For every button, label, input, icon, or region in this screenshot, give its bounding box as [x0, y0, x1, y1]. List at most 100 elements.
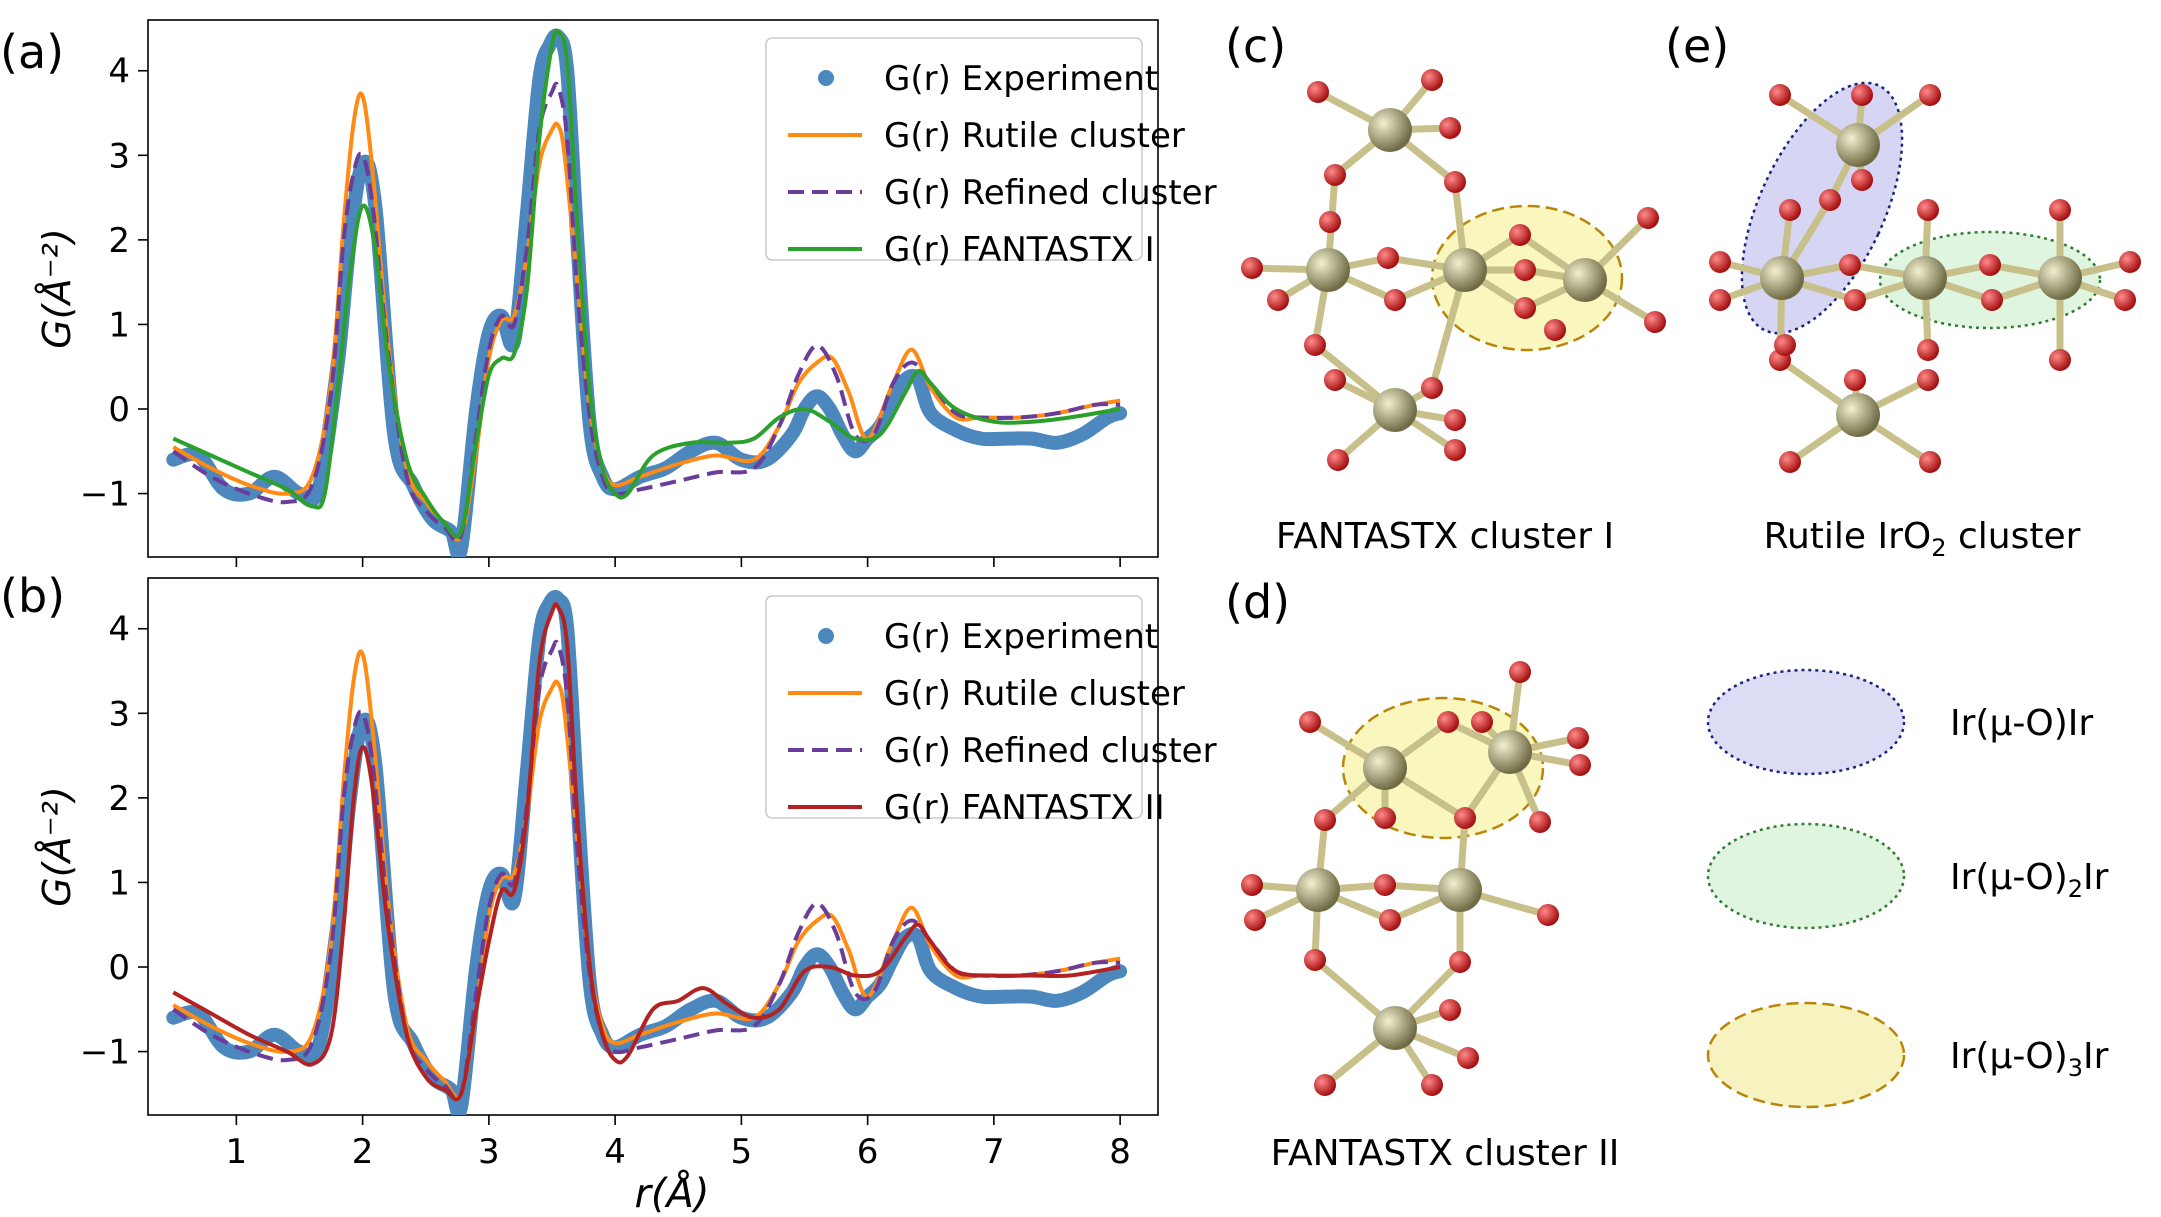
- oxygen-atom: [1514, 259, 1536, 281]
- key-swatch: [1706, 822, 1906, 930]
- oxygen-atom: [1917, 339, 1939, 361]
- legend-label: G(r) Rutile cluster: [884, 674, 1185, 714]
- oxygen-atom: [1437, 711, 1459, 733]
- oxygen-atom: [1421, 69, 1443, 91]
- oxygen-atom: [1444, 409, 1466, 431]
- legend: G(r) Experiment G(r) Rutile cluster G(r) R…: [765, 595, 1217, 828]
- oxygen-atom: [1844, 369, 1866, 391]
- oxygen-atom: [1529, 811, 1551, 833]
- oxygen-atom: [1457, 1047, 1479, 1069]
- y-tick-label: 3: [108, 136, 130, 176]
- oxygen-atom: [1444, 439, 1466, 461]
- oxygen-atom: [1244, 909, 1266, 931]
- panel-label-e: (e): [1665, 19, 1729, 73]
- y-tick-label: 1: [108, 305, 130, 345]
- key-swatch: [1706, 668, 1906, 776]
- oxygen-atom: [1304, 334, 1326, 356]
- series-group: [166, 28, 1128, 557]
- legend-box: [765, 595, 1143, 819]
- oxygen-atom: [1709, 289, 1731, 311]
- x-tick-label: 2: [352, 1132, 374, 1172]
- oxygen-atom: [1769, 84, 1791, 106]
- caption-cluster-ii: FANTASTX cluster II: [1271, 1133, 1620, 1174]
- oxygen-atom: [1299, 711, 1321, 733]
- iridium-atom: [1488, 730, 1532, 774]
- iridium-atom: [1903, 256, 1947, 300]
- bridge-highlight: [1878, 230, 2102, 330]
- oxygen-atom: [1307, 81, 1329, 103]
- iridium-atom: [1363, 746, 1407, 790]
- x-tick-label: 1: [226, 1132, 248, 1172]
- y-tick-label: 0: [108, 390, 130, 430]
- oxygen-atom: [1919, 451, 1941, 473]
- iridium-atom: [1296, 868, 1340, 912]
- oxygen-atom: [1509, 224, 1531, 246]
- key-label: Ir(μ-O)Ir: [1950, 703, 2093, 744]
- oxygen-atom: [1981, 289, 2003, 311]
- legend-label: G(r) Refined cluster: [884, 731, 1217, 771]
- key-label: Ir(μ-O)3Ir: [1950, 1036, 2109, 1082]
- oxygen-atom: [2049, 199, 2071, 221]
- x-tick-label: 5: [731, 1132, 753, 1172]
- key-label-main: Ir(μ-O): [1950, 857, 2068, 898]
- oxygen-atom: [1314, 809, 1336, 831]
- oxygen-atom: [1374, 874, 1396, 896]
- axes-frame: [147, 19, 1159, 558]
- key-label-tail: Ir: [2083, 857, 2109, 898]
- panel-label-a: (a): [0, 25, 64, 79]
- oxygen-atom: [1774, 334, 1796, 356]
- oxygen-atom: [1919, 84, 1941, 106]
- series-group: [166, 590, 1128, 1115]
- key-label-main: Ir(μ-O): [1950, 1036, 2068, 1077]
- legend-label: G(r) Rutile cluster: [884, 116, 1185, 156]
- oxygen-atom: [1439, 117, 1461, 139]
- oxygen-atom: [1379, 909, 1401, 931]
- caption-rutile-main: Rutile IrO: [1764, 516, 1932, 557]
- rutile-cluster-structure: [1709, 81, 2141, 473]
- oxygen-atom: [1567, 727, 1589, 749]
- series-g-r-refined-cluster-line: [172, 81, 1121, 544]
- series-g-r-rutile-cluster-line: [172, 649, 1121, 1100]
- legend-box: [765, 37, 1143, 261]
- series-g-r-fantastx-ii-line: [172, 602, 1121, 1102]
- oxygen-atom: [1421, 1074, 1443, 1096]
- cluster-i-structure: [1241, 69, 1666, 471]
- oxygen-atom: [1384, 289, 1406, 311]
- series-g-r-fantastx-i-line: [172, 28, 1121, 539]
- series-g-r-rutile-cluster-line: [172, 91, 1121, 542]
- caption-rutile-sub: 2: [1931, 534, 1946, 562]
- iridium-atom: [1563, 258, 1607, 302]
- oxygen-atom: [1267, 289, 1289, 311]
- iridium-atom: [1836, 393, 1880, 437]
- x-tick-label: 4: [604, 1132, 626, 1172]
- iridium-atom: [1306, 248, 1350, 292]
- x-tick-label: 8: [1109, 1132, 1131, 1172]
- y-tick-label: −1: [80, 1033, 130, 1073]
- iridium-atom: [1443, 248, 1487, 292]
- oxygen-atom: [1537, 904, 1559, 926]
- x-tick-label: 7: [983, 1132, 1005, 1172]
- iridium-atom: [1373, 1006, 1417, 1050]
- oxygen-atom: [1779, 199, 1801, 221]
- iridium-atom: [1836, 123, 1880, 167]
- oxygen-atom: [1454, 807, 1476, 829]
- y-tick-label: 3: [108, 694, 130, 734]
- y-tick-label: 4: [108, 52, 130, 92]
- key-label: Ir(μ-O)2Ir: [1950, 857, 2109, 903]
- iridium-atom: [1368, 108, 1412, 152]
- panel-label-c: (c): [1225, 19, 1286, 73]
- oxygen-atom: [1421, 377, 1443, 399]
- panel-label-d: (d): [1225, 575, 1290, 629]
- key-swatch: [1706, 1001, 1906, 1109]
- y-tick-label: 2: [108, 779, 130, 819]
- key-label-sub: 3: [2068, 1054, 2083, 1082]
- oxygen-atom: [1917, 369, 1939, 391]
- x-axis-title: r(Å): [634, 1169, 709, 1217]
- x-tick-label: 3: [478, 1132, 500, 1172]
- caption-cluster-i: FANTASTX cluster I: [1276, 516, 1614, 557]
- axes-frame: [147, 577, 1159, 1116]
- oxygen-atom: [1319, 211, 1341, 233]
- oxygen-atom: [1917, 199, 1939, 221]
